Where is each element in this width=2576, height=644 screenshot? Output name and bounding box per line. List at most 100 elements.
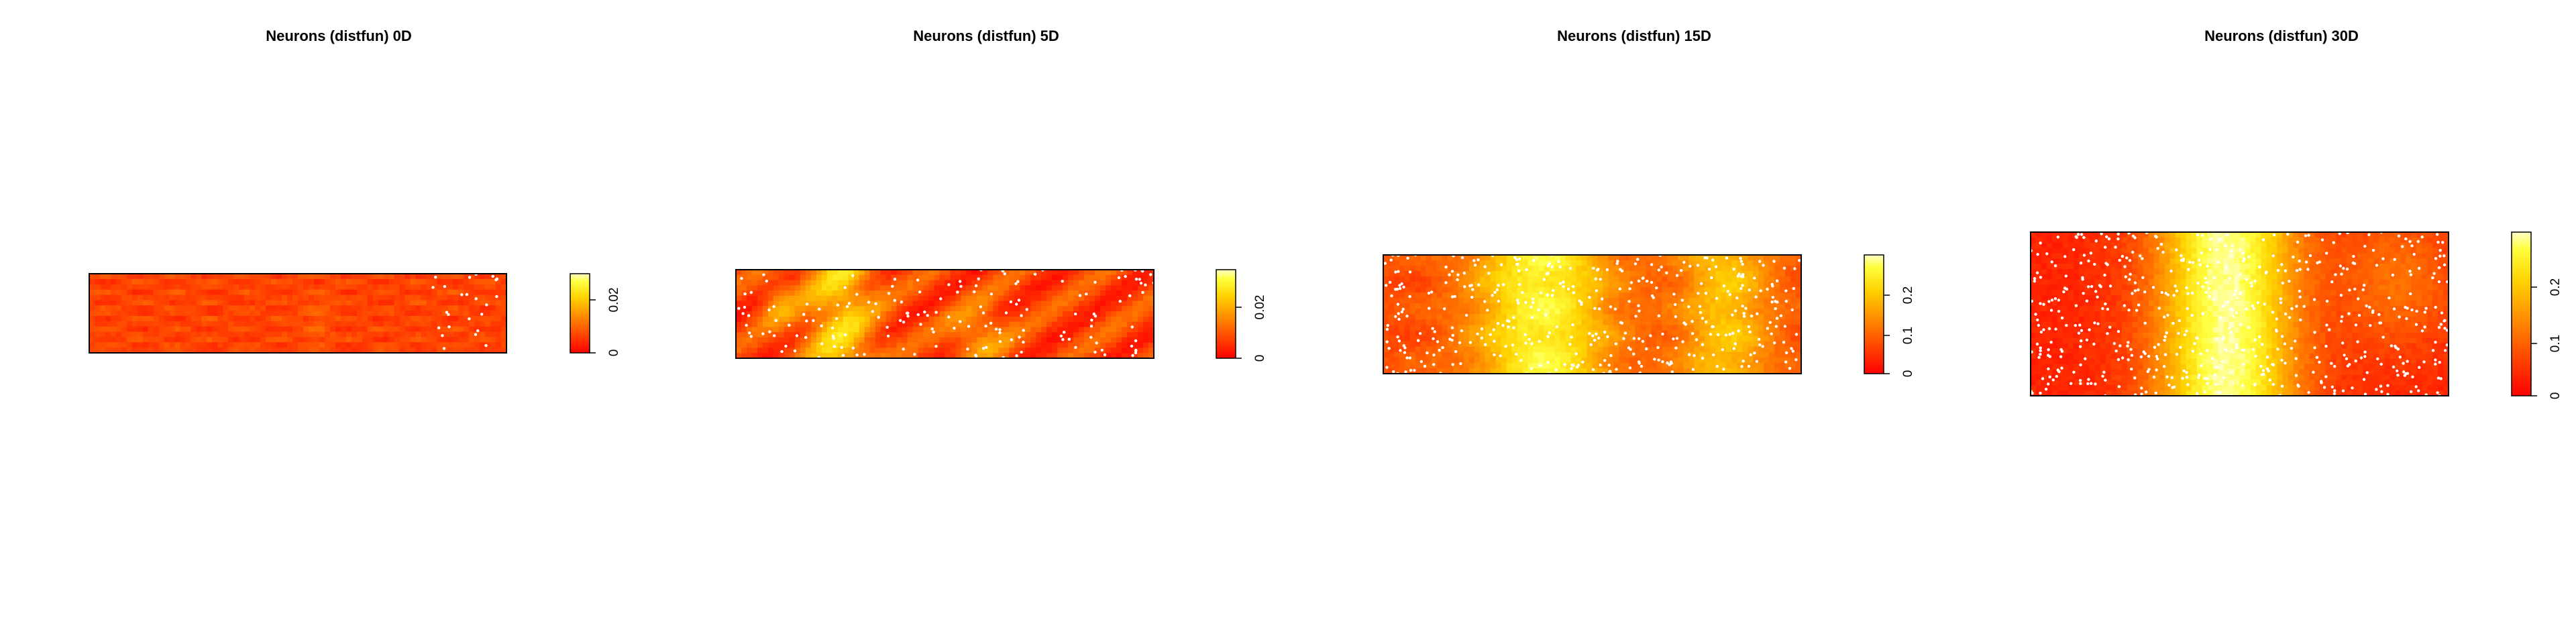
heatmap-cell xyxy=(1106,295,1112,302)
neuron-point xyxy=(1398,284,1401,287)
heatmap-cell xyxy=(1073,301,1079,307)
heatmap-cell xyxy=(1742,276,1748,282)
heatmap-cell xyxy=(837,332,844,338)
heatmap-cell xyxy=(789,353,796,358)
neuron-point xyxy=(765,279,768,283)
heatmap-cell xyxy=(228,342,234,348)
heatmap-cell xyxy=(1522,292,1529,299)
neuron-point xyxy=(1772,260,1776,263)
heatmap-cell xyxy=(934,311,941,317)
heatmap-cell xyxy=(388,278,395,285)
neuron-point xyxy=(1739,260,1743,263)
heatmap-cell xyxy=(1420,330,1427,337)
heatmap-cell xyxy=(751,270,758,276)
heatmap-cell xyxy=(266,289,272,296)
heatmap-cell xyxy=(1635,298,1641,305)
heatmap-cell xyxy=(1409,368,1416,374)
heatmap-cell xyxy=(196,321,203,327)
heatmap-cell xyxy=(746,311,753,317)
heatmap-cell xyxy=(1672,266,1678,272)
heatmap-cell xyxy=(1431,357,1438,364)
heatmap-cell xyxy=(816,353,822,358)
heatmap-cell xyxy=(1705,271,1711,277)
heatmap-cell xyxy=(174,326,181,333)
heatmap-cell xyxy=(1452,255,1459,261)
heatmap-cell xyxy=(1501,276,1507,282)
heatmap-cell xyxy=(372,289,379,296)
heatmap-cell xyxy=(1458,341,1464,347)
heatmap-cell xyxy=(1527,276,1534,282)
heatmap-cell xyxy=(1731,352,1737,358)
heatmap-cell xyxy=(431,347,437,353)
heatmap-cell xyxy=(1721,352,1727,358)
heatmap-cell xyxy=(1409,303,1416,310)
neuron-point xyxy=(841,354,845,357)
heatmap-cell xyxy=(982,321,988,328)
neuron-point xyxy=(1093,315,1097,318)
heatmap-cell xyxy=(1629,266,1635,272)
heatmap-cell xyxy=(207,347,213,353)
heatmap-cell xyxy=(1640,368,1646,374)
heatmap-cell xyxy=(1511,368,1518,374)
heatmap-cell xyxy=(859,316,865,323)
heatmap-cell xyxy=(110,321,117,327)
heatmap-cell xyxy=(1721,276,1727,282)
heatmap-cell xyxy=(1790,298,1796,305)
heatmap-cell xyxy=(1640,309,1646,315)
heatmap-cell xyxy=(410,331,417,337)
heatmap-cell xyxy=(89,326,95,333)
heatmap-cell xyxy=(875,311,881,317)
plot-frame xyxy=(735,269,1155,359)
heatmap-cell xyxy=(945,280,951,286)
heatmap-cell xyxy=(2051,237,2058,244)
heatmap-cell xyxy=(1431,309,1438,315)
heatmap-cell xyxy=(1506,330,1513,337)
heatmap-cell xyxy=(757,327,763,333)
heatmap-cell xyxy=(1538,287,1545,293)
heatmap-cell xyxy=(1758,282,1764,288)
heatmap-cell xyxy=(1635,287,1641,293)
heatmap-cell xyxy=(805,290,812,297)
heatmap-cell xyxy=(1731,276,1737,282)
heatmap-cell xyxy=(298,294,304,301)
heatmap-cell xyxy=(1619,260,1625,266)
heatmap-cell xyxy=(1068,321,1074,328)
heatmap-cell xyxy=(426,342,432,348)
heatmap-cell xyxy=(351,321,358,327)
heatmap-cell xyxy=(458,278,464,285)
heatmap-cell xyxy=(480,284,486,290)
heatmap-cell xyxy=(762,306,769,312)
heatmap-cell xyxy=(110,284,117,290)
heatmap-cell xyxy=(1447,276,1454,282)
heatmap-cell xyxy=(1506,362,1513,369)
heatmap-cell xyxy=(794,327,801,333)
heatmap-cell xyxy=(1619,314,1625,321)
heatmap-cell xyxy=(276,326,282,333)
heatmap-cell xyxy=(372,284,379,290)
heatmap-cell xyxy=(1769,362,1775,369)
heatmap-cell xyxy=(896,342,903,349)
heatmap-cell xyxy=(180,305,186,311)
neuron-point xyxy=(1688,353,1691,356)
heatmap-cell xyxy=(1538,352,1545,358)
heatmap-cell xyxy=(1057,327,1063,333)
heatmap-cell xyxy=(1737,287,1743,293)
heatmap-cell xyxy=(1420,271,1427,277)
heatmap-cell xyxy=(1667,298,1673,305)
heatmap-cell xyxy=(2031,311,2037,317)
neuron-point xyxy=(1722,284,1726,288)
heatmap-cell xyxy=(1089,295,1095,302)
heatmap-cell xyxy=(298,337,304,343)
heatmap-cell xyxy=(885,342,892,349)
heatmap-cell xyxy=(1570,292,1577,299)
heatmap-cell xyxy=(821,274,828,281)
heatmap-cell xyxy=(1046,306,1053,312)
heatmap-cell xyxy=(1753,319,1759,326)
heatmap-cell xyxy=(1506,368,1513,374)
neuron-point xyxy=(773,334,776,337)
heatmap-cell xyxy=(356,294,363,301)
heatmap-cell xyxy=(2046,258,2053,264)
heatmap-cell xyxy=(912,280,919,286)
heatmap-cell xyxy=(1576,271,1582,277)
heatmap-cell xyxy=(1721,287,1727,293)
